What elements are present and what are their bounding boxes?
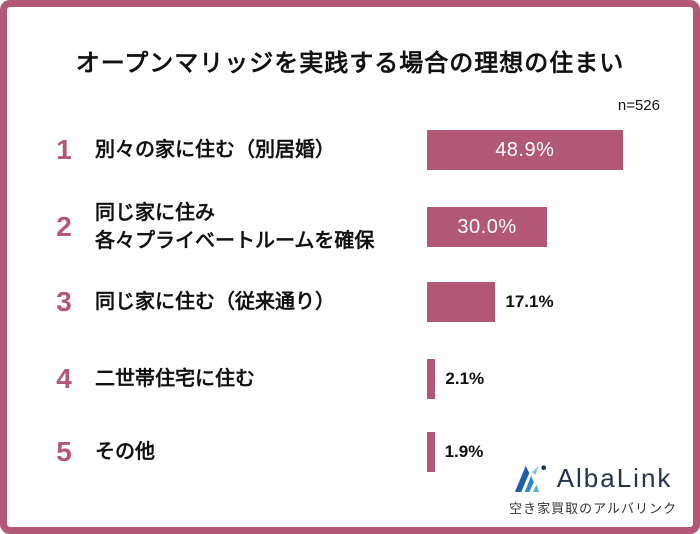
bar-group: 17.1% 17.1%: [427, 282, 554, 322]
chart-row-2: 2 同じ家に住み 各々プライベートルームを確保 30.0% 30.0%: [7, 199, 693, 255]
bar-value-outside: 1.9%: [444, 442, 484, 461]
rank-number: 4: [56, 363, 72, 394]
bar-value-inside: 30.0%: [457, 215, 517, 238]
rank-number: 3: [56, 286, 72, 317]
bar-group: 1.9% 1.9%: [427, 432, 483, 472]
category-label-line: 二世帯住宅に住む: [95, 368, 255, 390]
category-label-line: 同じ家に住み: [95, 202, 215, 224]
albalink-logo: AlbaLink 空き家買取のアルバリンク: [509, 463, 677, 517]
bar-group: 30.0% 30.0%: [427, 207, 547, 247]
albalink-triangle-icon: [514, 463, 550, 494]
bar-value-outside: 17.1%: [505, 292, 554, 311]
rank-number: 5: [56, 436, 72, 467]
rank-number: 1: [56, 134, 72, 165]
chart-row-4: 4 二世帯住宅に住む 2.1% 2.1%: [7, 351, 693, 407]
category-label: 同じ家に住む（従来通り）: [95, 288, 335, 316]
rank-number: 2: [56, 211, 72, 242]
chart-row-1: 1 別々の家に住む（別居婚） 48.9% 48.9%: [7, 122, 693, 178]
sample-size-label: n=526: [617, 97, 660, 114]
bar-group: 2.1% 2.1%: [427, 359, 484, 399]
category-label-line: 別々の家に住む（別居婚）: [95, 139, 335, 161]
bar-group: 48.9% 48.9%: [427, 130, 623, 170]
albalink-logo-text: AlbaLink: [556, 463, 673, 493]
category-label: 同じ家に住み 各々プライベートルームを確保: [95, 199, 374, 255]
bar: 48.9%: [427, 130, 623, 170]
albalink-tagline: 空き家買取のアルバリンク: [509, 501, 677, 516]
bar-value-outside: 2.1%: [445, 369, 485, 388]
chart-row-3: 3 同じ家に住む（従来通り） 17.1% 17.1%: [7, 274, 693, 330]
bar: 1.9%: [427, 432, 435, 472]
chart-title: オープンマリッジを実践する場合の理想の住まい: [75, 50, 625, 77]
category-label: その他: [95, 438, 155, 466]
bar-value-inside: 48.9%: [495, 138, 555, 161]
category-label: 別々の家に住む（別居婚）: [95, 136, 335, 164]
bar: 2.1%: [427, 359, 436, 399]
category-label-line: 同じ家に住む（従来通り）: [95, 291, 335, 313]
chart-row-5: 5 その他 1.9% 1.9%: [7, 424, 693, 480]
category-label: 二世帯住宅に住む: [95, 365, 255, 393]
bar: 17.1%: [427, 282, 496, 322]
category-label-line: その他: [95, 441, 155, 463]
category-label-line: 各々プライベートルームを確保: [95, 230, 375, 252]
albalink-logo-row: AlbaLink: [509, 463, 677, 494]
bar: 30.0%: [427, 207, 547, 247]
